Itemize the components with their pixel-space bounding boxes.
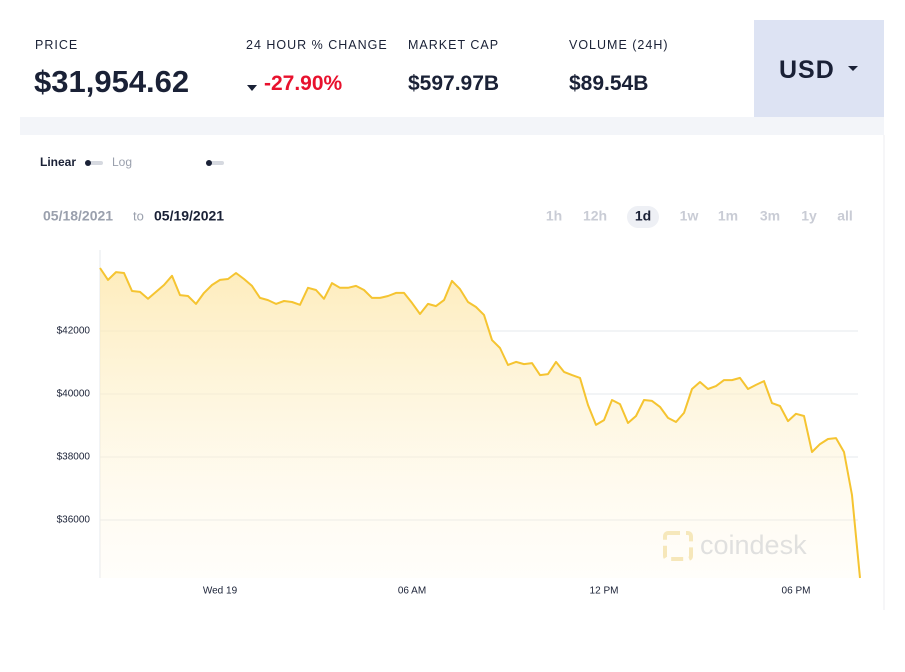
range-button[interactable]: 12h: [583, 208, 607, 224]
price-line: [99, 267, 861, 579]
range-button[interactable]: 1h: [546, 208, 562, 224]
volume-value: $89.54B: [569, 72, 649, 95]
toggle-knob: [85, 160, 91, 166]
area: [100, 268, 860, 578]
x-tick-label: 06 AM: [398, 586, 426, 597]
change-value: -27.90%: [264, 72, 343, 95]
y-tick-label: $40000: [57, 389, 91, 400]
range-button[interactable]: 1d: [635, 208, 651, 224]
market-cap-value: $597.97B: [408, 72, 500, 95]
caret: [848, 66, 858, 71]
range-button[interactable]: all: [837, 208, 853, 224]
currency-text: USD: [779, 56, 835, 84]
date-joiner: to: [133, 208, 144, 223]
range-button[interactable]: 1m: [718, 208, 738, 224]
y-tick-label: $36000: [57, 515, 91, 526]
range-button[interactable]: 3m: [760, 208, 780, 224]
toggle-knob: [206, 160, 212, 166]
volume-label: VOLUME (24H): [569, 38, 669, 52]
scale-option[interactable]: Linear: [40, 155, 76, 169]
x-tick-label: Wed 19: [203, 586, 238, 597]
down-arrow: [247, 85, 257, 91]
market-cap-label: MARKET CAP: [408, 38, 500, 52]
range-button[interactable]: 1w: [680, 208, 699, 224]
price-label: PRICE: [35, 38, 79, 52]
y-tick-label: $38000: [57, 452, 91, 463]
x-tick-label: 12 PM: [590, 586, 619, 597]
currency-select[interactable]: USD: [754, 20, 884, 117]
scale-option[interactable]: Log: [112, 155, 132, 169]
y-tick-label: $42000: [57, 326, 91, 337]
range-pill[interactable]: [627, 206, 659, 228]
divider: [20, 117, 884, 135]
range-button[interactable]: 1y: [801, 208, 817, 224]
date-from[interactable]: 05/18/2021: [43, 208, 113, 224]
price-value: $31,954.62: [34, 64, 190, 99]
change-label: 24 HOUR % CHANGE: [246, 38, 388, 52]
date-to[interactable]: 05/19/2021: [154, 208, 224, 224]
x-tick-label: 06 PM: [782, 586, 811, 597]
